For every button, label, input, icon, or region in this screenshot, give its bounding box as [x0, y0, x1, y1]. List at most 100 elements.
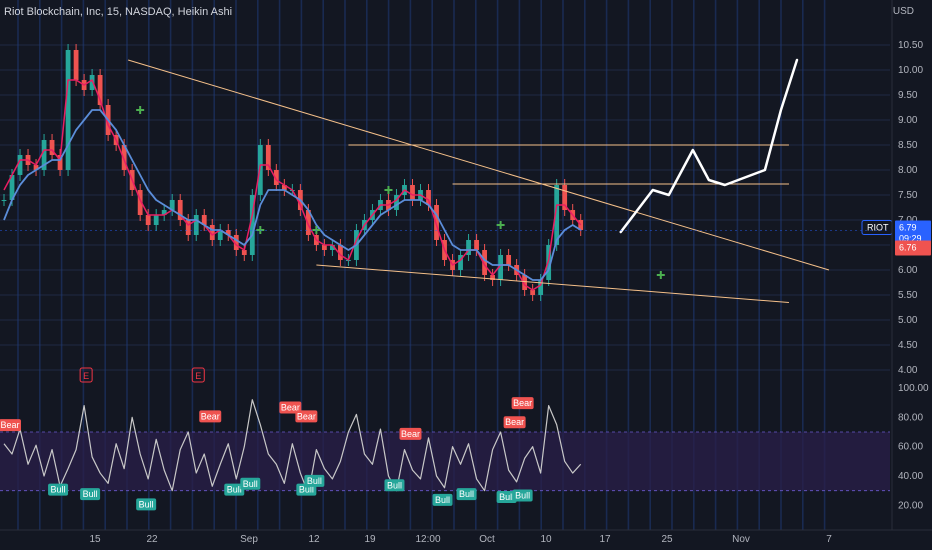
rsi-tick-label: 20.00	[898, 500, 923, 511]
rsi-line	[3, 399, 582, 495]
signal-marker	[384, 186, 393, 194]
candle-body	[1, 200, 7, 201]
candle-body	[538, 280, 544, 295]
candle-body	[578, 220, 584, 230]
candle-body	[498, 255, 504, 280]
bull-label: Bull	[515, 491, 530, 501]
trendline	[316, 264, 789, 303]
y-tick-label: 5.50	[898, 290, 918, 301]
candle-body	[394, 195, 399, 210]
candle-body	[233, 235, 239, 250]
chart-title: Riot Blockchain, Inc, 15, NASDAQ, Heikin…	[4, 6, 233, 18]
x-tick-label: Oct	[479, 534, 495, 545]
candle-body	[185, 220, 191, 235]
y-tick-label: 5.00	[898, 315, 918, 326]
candle-body	[522, 275, 528, 290]
y-tick-label: 10.50	[898, 40, 923, 51]
y-tick-label: 8.50	[898, 140, 918, 151]
candle-body	[169, 200, 175, 210]
bull-label-box	[304, 474, 325, 487]
signal-marker	[312, 226, 321, 234]
candle-body	[97, 75, 103, 105]
candle-body	[209, 225, 215, 240]
bull-label: Bull	[227, 485, 242, 495]
bull-label-box	[48, 483, 69, 496]
candle-body	[225, 230, 231, 235]
candle-body	[201, 215, 207, 225]
candle-body	[434, 205, 439, 240]
bear-label: Bear	[513, 398, 532, 408]
bull-label-box	[456, 488, 477, 501]
bull-label: Bull	[139, 499, 154, 509]
y-tick-label: 9.00	[898, 115, 918, 126]
candle-body	[177, 200, 183, 220]
bear-label-box	[399, 427, 422, 440]
rsi-band	[0, 432, 890, 491]
candle-body	[329, 245, 335, 250]
last-price-tag-text: 09:29	[899, 234, 922, 244]
candle-body	[153, 215, 159, 225]
candle-body	[530, 290, 536, 295]
y-tick-label: 10.00	[898, 65, 923, 76]
candle-body	[546, 245, 552, 280]
candle-body	[554, 185, 560, 245]
y-tick-label: 4.00	[898, 365, 918, 376]
candle-body	[241, 250, 247, 255]
candle-body	[89, 75, 95, 90]
bear-label: Bear	[297, 411, 316, 421]
x-tick-label: 10	[540, 534, 552, 545]
bear-label: Bear	[201, 411, 220, 421]
bull-label-box	[224, 483, 245, 496]
candle-body	[562, 185, 568, 210]
bull-label: Bull	[51, 485, 66, 495]
candle-body	[49, 140, 55, 155]
candle-body	[65, 50, 71, 170]
candle-body	[490, 275, 495, 280]
last-price-tag-text: 6.79	[899, 223, 917, 233]
rsi-tick-label: 40.00	[898, 471, 923, 482]
candle-body	[257, 145, 263, 195]
bull-label: Bull	[307, 476, 322, 486]
earnings-marker	[191, 367, 205, 383]
bear-label: Bear	[281, 403, 300, 413]
x-tick-label: 25	[661, 534, 673, 545]
candle-body	[33, 165, 39, 170]
candle-body	[506, 255, 512, 265]
candle-body	[338, 245, 343, 260]
bull-label-box	[136, 498, 157, 511]
candle-body	[426, 190, 431, 205]
candle-body	[217, 230, 223, 240]
signal-marker	[136, 106, 145, 114]
bear-label-box	[503, 416, 526, 429]
candle-body	[121, 145, 127, 170]
x-tick-label: 12	[308, 534, 320, 545]
prev-close-tag-text: 6.76	[899, 243, 917, 253]
candle-body	[482, 250, 487, 275]
earnings-label: E	[195, 371, 201, 381]
candle-body	[281, 185, 287, 190]
projection-path	[619, 58, 799, 234]
x-tick-label: 15	[89, 534, 101, 545]
x-tick-label: 7	[826, 534, 832, 545]
bull-label-box	[80, 488, 101, 501]
bull-label: Bull	[243, 479, 258, 489]
earnings-marker	[79, 367, 93, 383]
bear-label-box	[199, 410, 222, 423]
candle-body	[273, 170, 279, 185]
candle-body	[321, 245, 327, 250]
y-tick-label: 7.50	[898, 190, 918, 201]
ticker-tag-text: RIOT	[867, 223, 889, 233]
bull-label: Bull	[299, 485, 314, 495]
candle-body	[73, 50, 79, 80]
candle-body	[466, 240, 471, 255]
bull-label: Bull	[83, 489, 98, 499]
candle-body	[17, 155, 23, 175]
earnings-label: E	[83, 371, 89, 381]
bull-label-box	[384, 479, 405, 492]
bear-label: Bear	[505, 417, 524, 427]
candle-body	[458, 255, 463, 270]
signal-marker	[256, 226, 265, 234]
